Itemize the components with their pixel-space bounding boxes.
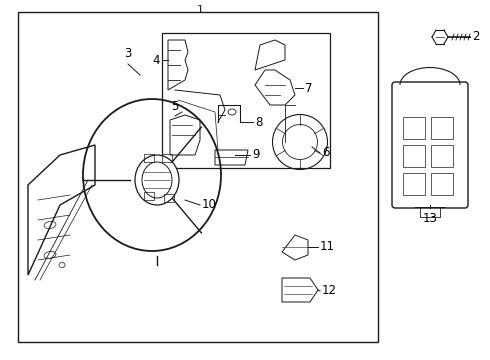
Text: 1: 1 (196, 5, 203, 15)
Bar (162, 33, 330, 168)
Text: 2: 2 (472, 31, 480, 44)
Bar (164, 194, 174, 202)
Text: 6: 6 (322, 147, 329, 159)
Ellipse shape (135, 155, 179, 205)
Bar (431, 117, 453, 139)
Text: 4: 4 (152, 54, 160, 67)
Text: 7: 7 (305, 81, 313, 94)
Text: 3: 3 (124, 47, 132, 60)
Bar (431, 145, 453, 167)
Text: 12: 12 (322, 284, 337, 297)
Bar (431, 173, 453, 195)
FancyBboxPatch shape (392, 82, 468, 208)
Text: 5: 5 (172, 100, 179, 113)
Bar (144, 192, 154, 200)
Bar (403, 117, 425, 139)
Bar (403, 145, 425, 167)
Text: 10: 10 (202, 198, 217, 211)
Text: 1: 1 (196, 0, 204, 3)
Bar (18, 12, 378, 342)
Text: 13: 13 (422, 212, 438, 225)
Text: 11: 11 (320, 240, 335, 253)
Bar (162, 154, 172, 162)
Bar (144, 154, 154, 162)
Bar (403, 173, 425, 195)
PathPatch shape (28, 145, 95, 275)
Text: 8: 8 (255, 116, 262, 129)
Text: 9: 9 (252, 148, 260, 162)
